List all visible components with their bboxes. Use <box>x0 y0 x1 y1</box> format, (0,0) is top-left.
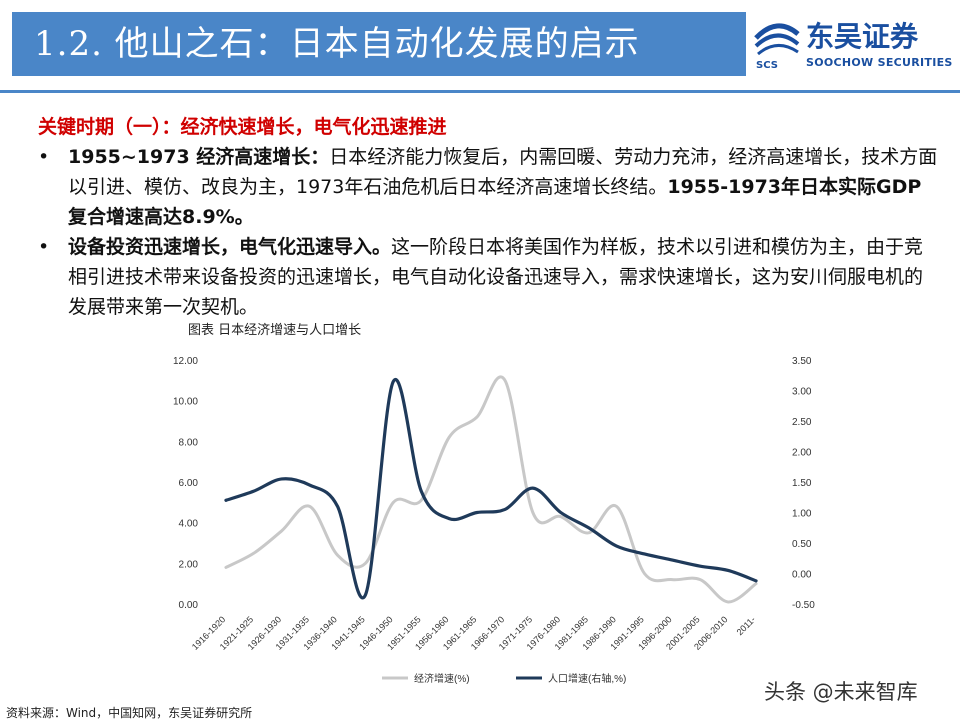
header-divider <box>0 90 960 93</box>
bullet-lead: 1955~1973 经济高速增长： <box>68 146 329 168</box>
soochow-logo: SCS 东吴证券 SOOCHOW SECURITIES <box>752 16 952 76</box>
x-tick-label: 2011- <box>735 614 758 637</box>
y-right-tick-label: 2.00 <box>792 448 812 459</box>
series-line-economy <box>226 377 756 602</box>
legend-label: 人口增速(右轴,%) <box>548 672 626 685</box>
data-source: 资料来源：Wind，中国知网，东吴证券研究所 <box>6 704 252 721</box>
section-subtitle: 关键时期（一）：经济快速增长，电气化迅速推进 <box>38 112 938 142</box>
y-left-tick-label: 2.00 <box>179 559 199 570</box>
bullet-dot: • <box>38 232 49 262</box>
legend-label: 经济增速(%) <box>414 672 470 685</box>
economy-population-chart: 0.00 2.00 4.00 6.00 8.00 10.00 12.00 -0.50 0.00 0… <box>150 340 850 700</box>
y-left-tick-label: 10.00 <box>173 397 198 408</box>
chart-caption: 图表 日本经济增速与人口增长 <box>188 319 361 338</box>
watermark: 头条 @未来智库 <box>764 676 918 706</box>
scs-logo-icon <box>752 16 802 60</box>
y-left-tick-label: 4.00 <box>179 519 199 530</box>
logo-mark-text: SCS <box>756 60 778 71</box>
y-right-tick-label: 1.50 <box>792 478 812 489</box>
y-right-tick-label: 1.00 <box>792 509 812 520</box>
y-right-tick-label: 0.50 <box>792 539 812 550</box>
y-right-tick-label: 2.50 <box>792 417 812 428</box>
title-bar: 1.2. 他山之石：日本自动化发展的启示 <box>12 12 746 76</box>
y-right-tick-label: -0.50 <box>792 600 815 611</box>
logo-english-name: SOOCHOW SECURITIES <box>806 56 953 69</box>
y-left-tick-label: 8.00 <box>179 437 199 448</box>
slide-content: 关键时期（一）：经济快速增长，电气化迅速推进 • 1955~1973 经济高速增… <box>38 112 938 322</box>
bullet-item: • 设备投资迅速增长，电气化迅速导入。这一阶段日本将美国作为样板，技术以引进和模… <box>38 232 938 322</box>
bullet-lead: 设备投资迅速增长，电气化迅速导入。 <box>68 236 391 258</box>
y-left-tick-label: 6.00 <box>179 478 199 489</box>
logo-chinese-name: 东吴证券 <box>806 20 918 54</box>
y-right-tick-label: 3.00 <box>792 387 812 398</box>
slide-title: 1.2. 他山之石：日本自动化发展的启示 <box>34 22 640 66</box>
series-line-population <box>226 379 756 598</box>
y-right-tick-label: 3.50 <box>792 356 812 367</box>
y-right-tick-label: 0.00 <box>792 570 812 581</box>
bullet-dot: • <box>38 142 49 172</box>
y-left-tick-label: 12.00 <box>173 356 198 367</box>
y-left-tick-label: 0.00 <box>179 600 199 611</box>
bullet-item: • 1955~1973 经济高速增长：日本经济能力恢复后，内需回暖、劳动力充沛，… <box>38 142 938 232</box>
